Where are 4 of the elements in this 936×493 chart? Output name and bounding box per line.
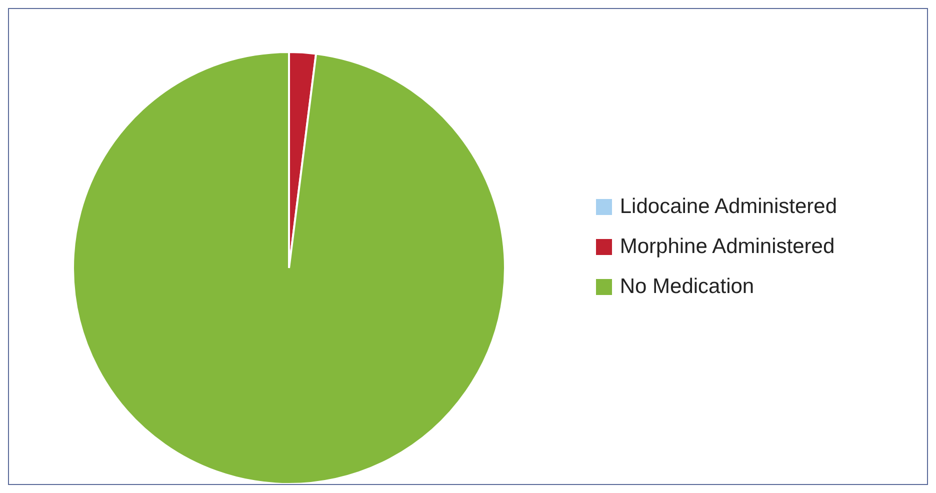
- legend-label: Morphine Administered: [620, 234, 835, 258]
- legend-label: Lidocaine Administered: [620, 194, 837, 218]
- pie-slice: [72, 51, 506, 484]
- legend-label: No Medication: [620, 274, 754, 298]
